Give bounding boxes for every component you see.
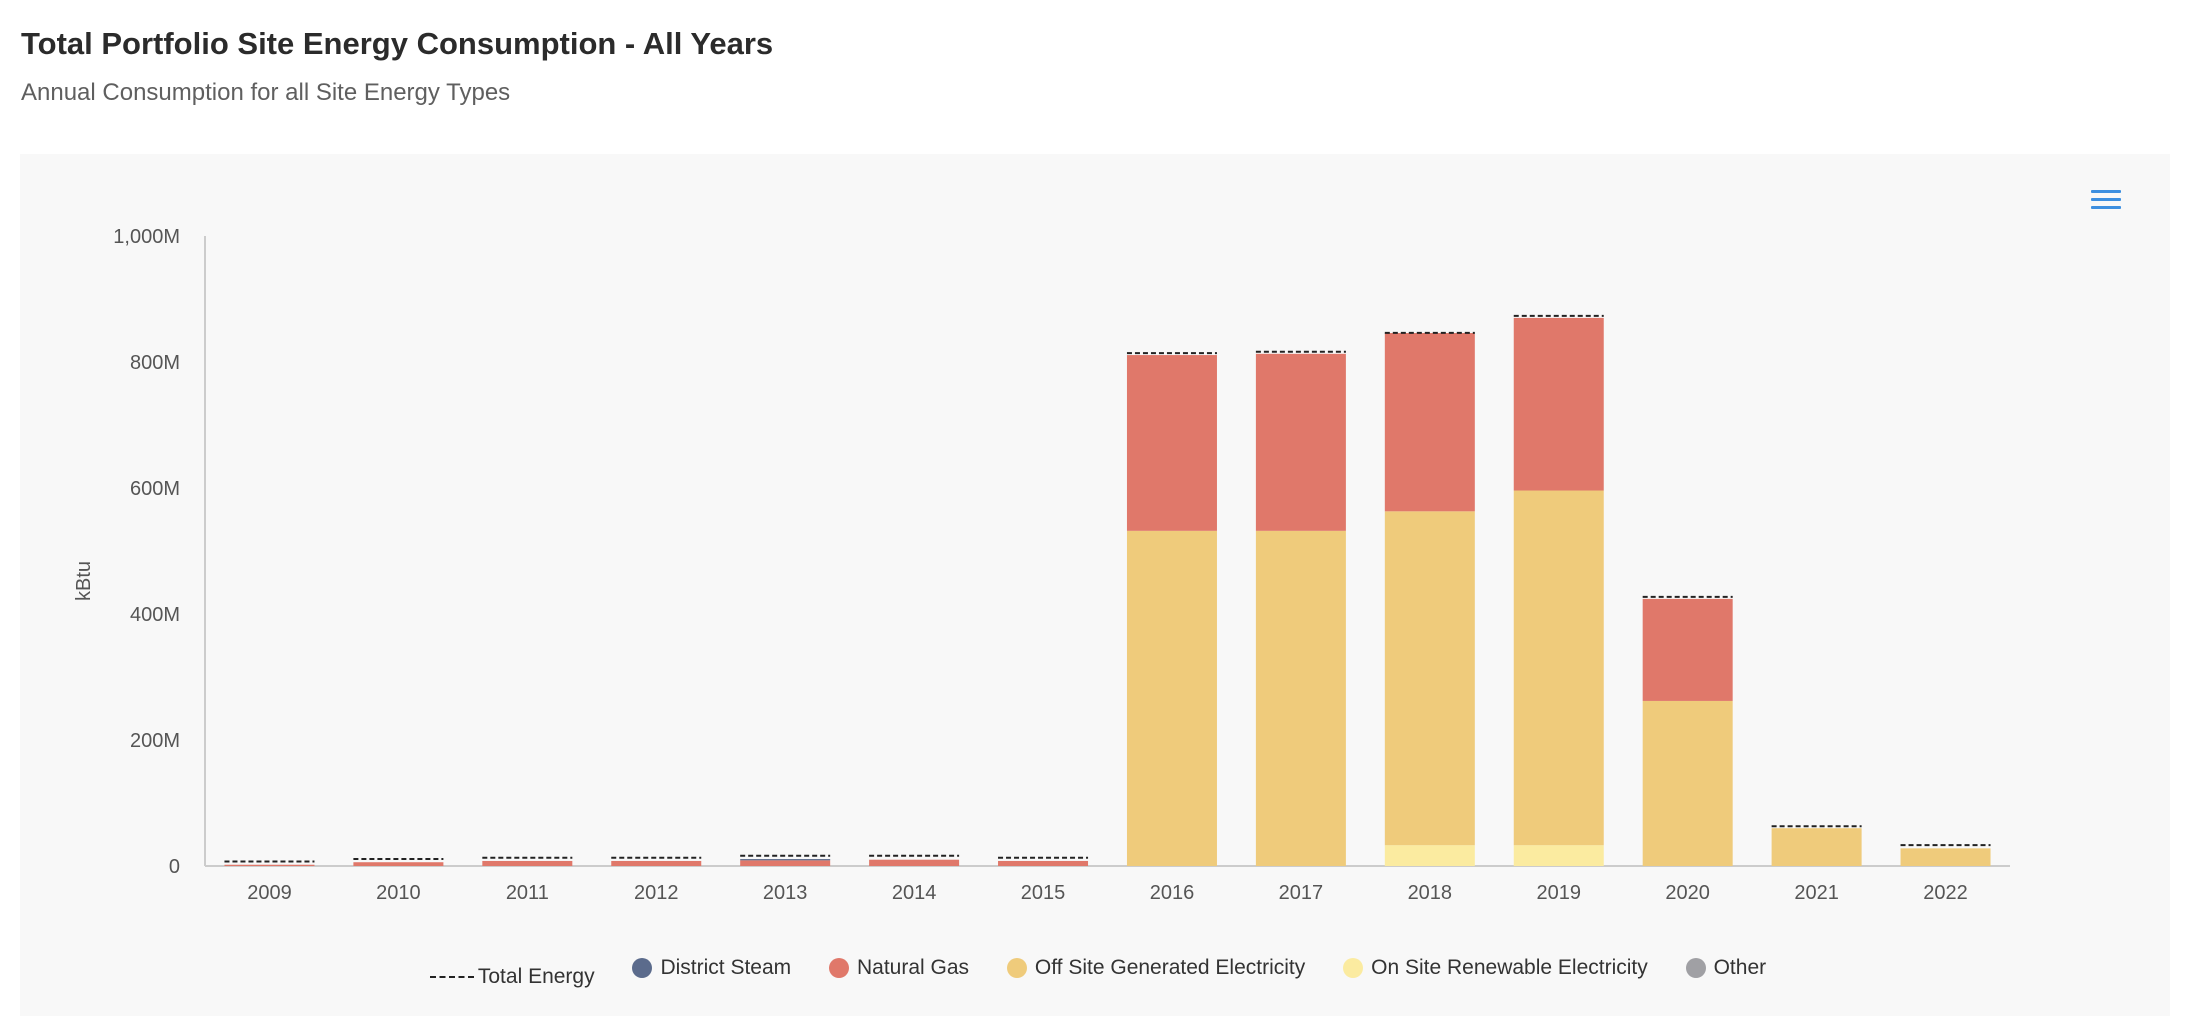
- chart-panel: [20, 154, 2170, 1016]
- bar-natural-gas: [353, 862, 444, 866]
- legend-label: Natural Gas: [856, 956, 970, 979]
- circle-icon: [1006, 958, 1027, 978]
- bar-off-site-generated-electricity: [1126, 530, 1217, 866]
- legend-item-on-site-renewable[interactable]: On Site Renewable Electricity: [1343, 956, 1648, 980]
- x-tick-label: 2022: [1923, 882, 1968, 904]
- bar-natural-gas: [869, 859, 960, 866]
- legend-item-district-steam[interactable]: District Steam: [632, 956, 791, 980]
- y-tick-label: 200M: [130, 730, 180, 752]
- y-tick-label: 600M: [130, 478, 180, 500]
- y-tick-label: 0: [169, 856, 180, 878]
- bar-district-steam: [740, 859, 831, 861]
- bar-natural-gas: [998, 860, 1089, 866]
- dashed-line-icon: [429, 976, 474, 978]
- legend-label: Other: [1713, 956, 1767, 979]
- x-tick-label: 2019: [1537, 882, 1582, 904]
- legend-label: On Site Renewable Electricity: [1371, 956, 1648, 979]
- circle-icon: [632, 958, 653, 978]
- y-tick-label: 800M: [130, 352, 180, 374]
- bar-natural-gas: [1642, 598, 1733, 701]
- x-tick-label: 2016: [1150, 882, 1195, 904]
- x-tick-label: 2021: [1794, 882, 1839, 904]
- bar-natural-gas: [1513, 317, 1604, 491]
- x-tick-label: 2012: [634, 882, 679, 904]
- y-tick-label: 1,000M: [113, 226, 180, 248]
- bar-off-site-generated-electricity: [1771, 828, 1862, 866]
- y-axis-title: kBtu: [73, 561, 95, 601]
- legend-item-other[interactable]: Other: [1685, 956, 1767, 980]
- y-tick-label: 400M: [130, 604, 180, 626]
- bar-on-site-renewable-electricity: [1384, 845, 1475, 866]
- bar-off-site-generated-electricity: [1513, 490, 1604, 846]
- bar-off-site-generated-electricity: [1642, 700, 1733, 866]
- x-tick-label: 2015: [1021, 882, 1066, 904]
- circle-icon: [828, 958, 849, 978]
- bar-off-site-generated-electricity: [1384, 511, 1475, 846]
- bar-natural-gas: [224, 864, 315, 866]
- hamburger-menu-icon[interactable]: [2088, 186, 2124, 216]
- x-tick-label: 2013: [763, 882, 808, 904]
- bar-natural-gas: [1384, 333, 1475, 512]
- legend-label: Off Site Generated Electricity: [1034, 956, 1306, 979]
- bar-natural-gas: [611, 860, 702, 866]
- legend-item-total-energy[interactable]: Total Energy: [429, 965, 595, 989]
- bar-on-site-renewable-electricity: [1513, 845, 1604, 866]
- x-tick-label: 2018: [1408, 882, 1453, 904]
- legend-item-natural-gas[interactable]: Natural Gas: [828, 956, 970, 980]
- chart-subtitle: Annual Consumption for all Site Energy T…: [21, 79, 511, 106]
- x-tick-label: 2011: [506, 882, 549, 904]
- bar-off-site-generated-electricity: [1255, 530, 1346, 866]
- circle-icon: [1685, 958, 1706, 978]
- circle-icon: [1343, 958, 1364, 978]
- bar-natural-gas: [1255, 353, 1346, 531]
- legend-label: Total Energy: [477, 965, 595, 988]
- bar-off-site-generated-electricity: [1900, 848, 1991, 866]
- bar-natural-gas: [740, 860, 831, 866]
- chart-title: Total Portfolio Site Energy Consumption …: [21, 26, 774, 61]
- x-tick-label: 2020: [1665, 882, 1710, 904]
- chart-legend: Total Energy District Steam Natural Gas …: [0, 956, 2196, 989]
- x-tick-label: 2017: [1279, 882, 1324, 904]
- legend-label: District Steam: [660, 956, 792, 979]
- bar-natural-gas: [482, 860, 573, 866]
- legend-item-off-site-electricity[interactable]: Off Site Generated Electricity: [1006, 956, 1306, 980]
- x-tick-label: 2014: [892, 882, 937, 904]
- x-tick-label: 2010: [376, 882, 421, 904]
- x-tick-label: 2009: [247, 882, 292, 904]
- bar-natural-gas: [1126, 355, 1217, 531]
